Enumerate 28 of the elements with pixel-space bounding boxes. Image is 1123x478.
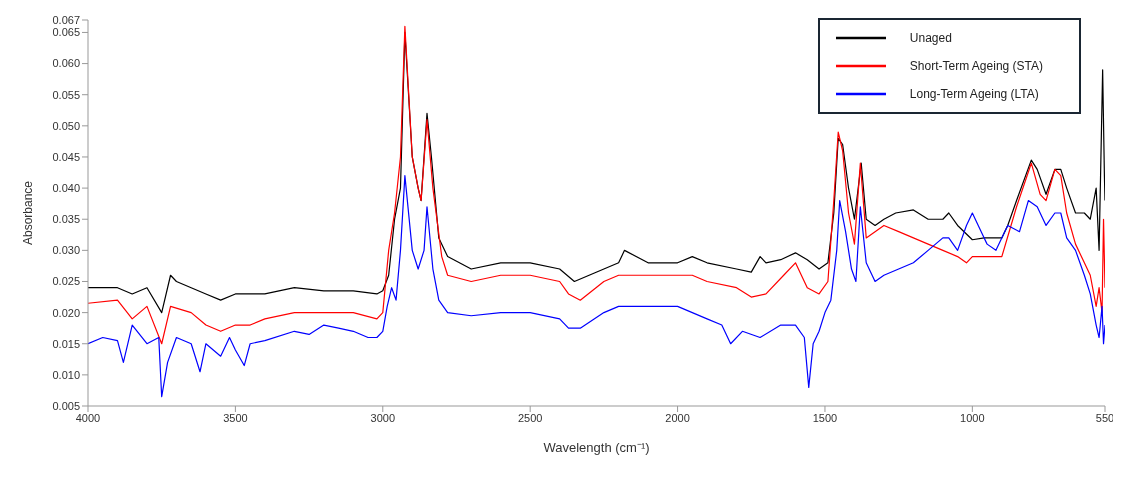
y-tick-label: 0.025 (52, 275, 80, 288)
y-tick-label: 0.045 (52, 150, 80, 163)
legend-label: Short-Term Ageing (STA) (909, 58, 1043, 75)
y-tick-label: 0.010 (52, 368, 80, 381)
y-tick-label: 0.015 (52, 337, 80, 350)
y-tick-label: 0.035 (52, 213, 80, 226)
y-tick-label: 0.065 (52, 26, 80, 39)
line-series (88, 175, 1105, 398)
x-tick-label: 2000 (665, 411, 690, 424)
x-tick-label: 2500 (517, 411, 543, 424)
y-tick-label: 0.050 (52, 119, 80, 132)
y-tick-label: 0.060 (52, 57, 80, 70)
x-tick-label: 1000 (960, 411, 985, 424)
y-tick-label: 0.055 (52, 88, 80, 101)
legend-label: Unaged (909, 30, 952, 47)
x-axis-title: Wavelength (cm⁻¹) (543, 440, 650, 455)
x-tick-label: 3500 (223, 411, 248, 424)
y-tick-label: 0.020 (52, 306, 80, 319)
y-tick-label: 0.067 (52, 13, 80, 26)
x-tick-label: 1500 (812, 411, 838, 424)
x-tick-label: 3000 (370, 411, 396, 424)
legend-label: Long-Term Ageing (LTA) (909, 86, 1039, 103)
y-tick-label: 0.030 (52, 244, 80, 257)
y-axis-title: Absorbance (21, 180, 36, 246)
x-tick-label: 4000 (75, 411, 101, 424)
y-tick-label: 0.040 (52, 182, 80, 194)
x-tick-label: 550 (1095, 411, 1115, 424)
y-tick-label: 0.005 (52, 399, 80, 412)
